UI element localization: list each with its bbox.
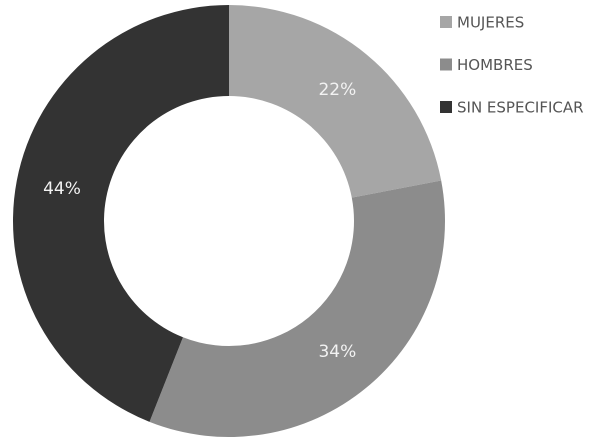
value-label: 44% [43, 179, 81, 199]
legend-label: MUJERES [457, 14, 524, 32]
value-label: 22% [318, 80, 356, 100]
legend-swatch [440, 101, 452, 113]
legend-label: SIN ESPECIFICAR [457, 99, 584, 117]
donut-slice [12, 5, 230, 422]
legend-swatch [440, 58, 452, 71]
value-label: 34% [318, 342, 356, 362]
legend-swatch [440, 16, 452, 28]
donut-slice [149, 180, 445, 437]
donut-slice [229, 5, 442, 198]
legend-label: HOMBRES [457, 56, 533, 74]
